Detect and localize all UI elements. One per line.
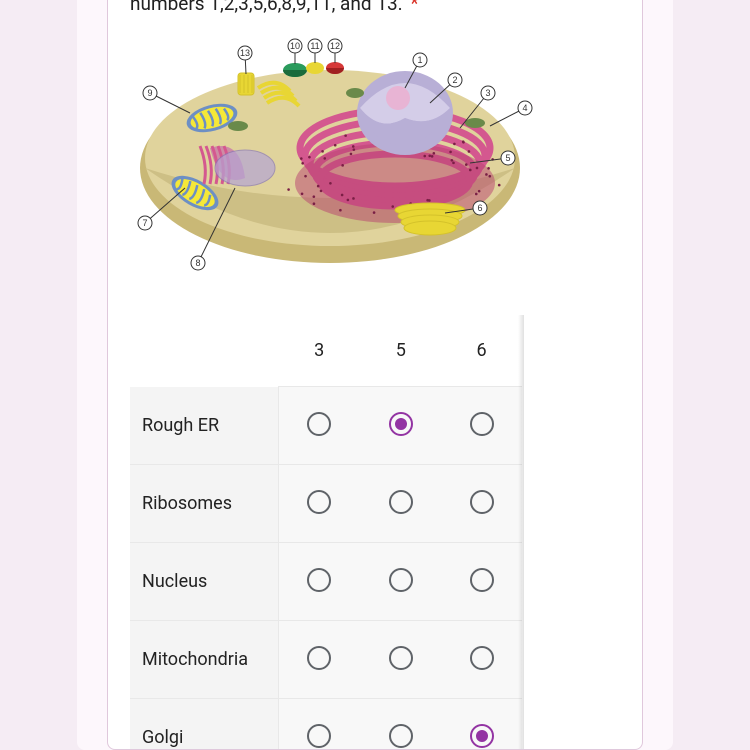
grid-row-label: Nucleus	[130, 543, 278, 621]
grid-cell	[278, 465, 360, 543]
grid-cell	[441, 465, 522, 543]
svg-text:9: 9	[147, 88, 152, 98]
grid-col-header: 5	[360, 315, 441, 387]
svg-text:4: 4	[522, 103, 527, 113]
radio-button[interactable]	[389, 412, 413, 436]
question-card: numbers 1,2,3,5,6,8,9,11, and 13. * 1234…	[107, 0, 643, 750]
svg-text:1: 1	[417, 55, 422, 65]
grid-col-header: 6	[441, 315, 522, 387]
radio-button[interactable]	[389, 568, 413, 592]
cell-diagram-svg: 12345678910111213	[130, 38, 535, 293]
grid-cell	[278, 543, 360, 621]
grid-row-label: Rough ER	[130, 387, 278, 465]
question-prompt: numbers 1,2,3,5,6,8,9,11, and 13. *	[108, 0, 642, 28]
radio-button[interactable]	[307, 724, 331, 748]
svg-text:8: 8	[195, 258, 200, 268]
grid-row: Mitochondria	[130, 621, 522, 699]
grid-row: Golgi	[130, 699, 522, 750]
svg-text:6: 6	[477, 203, 482, 213]
svg-text:12: 12	[330, 41, 340, 51]
grid-row: Rough ER	[130, 387, 522, 465]
radio-button[interactable]	[470, 568, 494, 592]
grid-col-header: 3	[278, 315, 360, 387]
grid-row: Nucleus	[130, 543, 522, 621]
grid-cell	[278, 699, 360, 750]
grid-cell	[360, 699, 441, 750]
grid-row-label: Mitochondria	[130, 621, 278, 699]
radio-button[interactable]	[307, 490, 331, 514]
grid-row: Ribosomes	[130, 465, 522, 543]
grid-row-label: Golgi	[130, 699, 278, 750]
radio-button[interactable]	[307, 646, 331, 670]
answer-grid: 356 Rough ERRibosomesNucleusMitochondria…	[130, 315, 522, 750]
grid-corner-cell	[130, 315, 278, 387]
required-asterisk: *	[410, 0, 418, 15]
svg-text:3: 3	[485, 88, 490, 98]
grid-cell	[360, 465, 441, 543]
radio-button[interactable]	[389, 490, 413, 514]
grid-cell	[278, 621, 360, 699]
radio-button[interactable]	[470, 412, 494, 436]
svg-text:10: 10	[290, 41, 300, 51]
prompt-text: numbers 1,2,3,5,6,8,9,11, and 13.	[130, 0, 403, 15]
radio-grid-table: 356 Rough ERRibosomesNucleusMitochondria…	[130, 315, 522, 750]
grid-cell	[441, 387, 522, 465]
svg-text:2: 2	[452, 75, 457, 85]
svg-text:11: 11	[310, 41, 319, 51]
grid-header-row: 356	[130, 315, 522, 387]
grid-cell	[441, 699, 522, 750]
radio-button[interactable]	[389, 646, 413, 670]
grid-row-label: Ribosomes	[130, 465, 278, 543]
radio-button[interactable]	[307, 412, 331, 436]
radio-button[interactable]	[470, 490, 494, 514]
radio-button[interactable]	[307, 568, 331, 592]
grid-cell	[360, 543, 441, 621]
page-background: numbers 1,2,3,5,6,8,9,11, and 13. * 1234…	[77, 0, 673, 750]
cell-diagram: 12345678910111213	[108, 28, 642, 303]
svg-text:5: 5	[505, 153, 510, 163]
grid-cell	[360, 621, 441, 699]
radio-button[interactable]	[389, 724, 413, 748]
radio-button[interactable]	[470, 646, 494, 670]
grid-cell	[441, 543, 522, 621]
grid-cell	[278, 387, 360, 465]
svg-text:13: 13	[240, 48, 250, 58]
grid-cell	[441, 621, 522, 699]
radio-button[interactable]	[470, 724, 494, 748]
svg-text:7: 7	[142, 218, 147, 228]
grid-cell	[360, 387, 441, 465]
